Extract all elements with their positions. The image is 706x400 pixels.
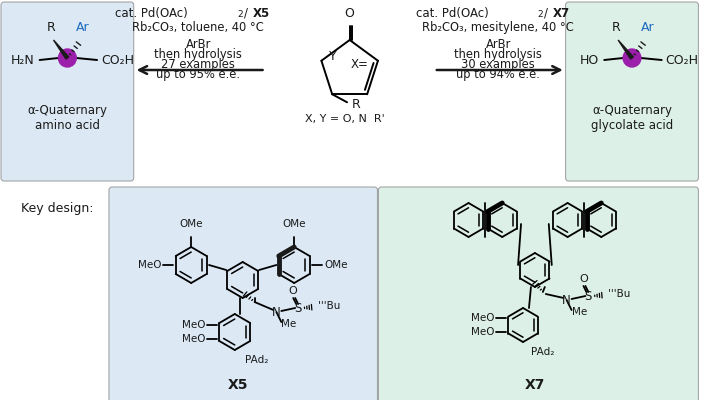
- Text: /: /: [544, 7, 548, 20]
- Text: X5: X5: [253, 7, 270, 20]
- Text: Ar: Ar: [76, 21, 90, 34]
- Text: R: R: [47, 21, 56, 34]
- Text: S: S: [294, 302, 302, 314]
- Text: S: S: [585, 290, 592, 302]
- Text: X, Y = O, N  R': X, Y = O, N R': [305, 114, 385, 124]
- Text: Ar: Ar: [641, 21, 654, 34]
- Text: OMe: OMe: [324, 260, 347, 270]
- Text: N: N: [562, 294, 571, 306]
- Text: Me: Me: [572, 307, 587, 317]
- Text: X7: X7: [525, 378, 545, 392]
- Circle shape: [59, 49, 76, 67]
- Text: 30 examples: 30 examples: [462, 58, 535, 71]
- Text: up to 94% e.e.: up to 94% e.e.: [456, 68, 540, 81]
- Text: OMe: OMe: [282, 219, 306, 229]
- Text: MeO: MeO: [471, 313, 494, 323]
- Text: MeO: MeO: [181, 320, 205, 330]
- Text: MeO: MeO: [138, 260, 162, 270]
- FancyBboxPatch shape: [1, 2, 133, 181]
- Text: HO: HO: [580, 54, 599, 66]
- Text: ArBr: ArBr: [186, 38, 211, 51]
- Text: N: N: [272, 306, 281, 318]
- Polygon shape: [54, 40, 68, 59]
- Text: cat. Pd(OAc): cat. Pd(OAc): [116, 7, 189, 20]
- Text: H₂N: H₂N: [11, 54, 35, 66]
- Text: R: R: [352, 98, 361, 111]
- Text: then hydrolysis: then hydrolysis: [154, 48, 242, 61]
- Text: OMe: OMe: [179, 219, 203, 229]
- FancyBboxPatch shape: [378, 187, 698, 400]
- Text: α-Quaternary
glycolate acid: α-Quaternary glycolate acid: [591, 104, 673, 132]
- Polygon shape: [618, 40, 633, 59]
- Text: O: O: [289, 286, 298, 296]
- Text: MeO: MeO: [471, 327, 494, 337]
- Text: CO₂H: CO₂H: [101, 54, 134, 66]
- Text: 2: 2: [537, 10, 543, 19]
- Circle shape: [623, 49, 641, 67]
- Text: PAd₂: PAd₂: [245, 355, 268, 365]
- Text: X7: X7: [553, 7, 570, 20]
- Text: X5: X5: [227, 378, 248, 392]
- FancyBboxPatch shape: [109, 187, 378, 400]
- Text: then hydrolysis: then hydrolysis: [455, 48, 542, 61]
- Text: R: R: [612, 21, 621, 34]
- Text: Key design:: Key design:: [21, 202, 94, 215]
- Text: '''Bu: '''Bu: [318, 301, 340, 311]
- Text: Me: Me: [281, 319, 297, 329]
- Text: PAd₂: PAd₂: [531, 347, 554, 357]
- Text: ArBr: ArBr: [486, 38, 511, 51]
- Text: 27 examples: 27 examples: [161, 58, 235, 71]
- Text: CO₂H: CO₂H: [666, 54, 699, 66]
- Text: /: /: [244, 7, 248, 20]
- FancyBboxPatch shape: [566, 2, 698, 181]
- Text: '''Bu: '''Bu: [608, 289, 630, 299]
- Text: MeO: MeO: [181, 334, 205, 344]
- Text: Rb₂CO₃, toluene, 40 °C: Rb₂CO₃, toluene, 40 °C: [132, 21, 264, 34]
- Text: 2: 2: [237, 10, 243, 19]
- Text: α-Quaternary
amino acid: α-Quaternary amino acid: [28, 104, 107, 132]
- Text: Rb₂CO₃, mesitylene, 40 °C: Rb₂CO₃, mesitylene, 40 °C: [422, 21, 574, 34]
- Text: O: O: [579, 274, 588, 284]
- Text: cat. Pd(OAc): cat. Pd(OAc): [416, 7, 489, 20]
- Text: O: O: [345, 7, 354, 20]
- Text: Y: Y: [329, 50, 337, 63]
- Text: up to 95% e.e.: up to 95% e.e.: [156, 68, 240, 81]
- Text: X=: X=: [350, 58, 368, 71]
